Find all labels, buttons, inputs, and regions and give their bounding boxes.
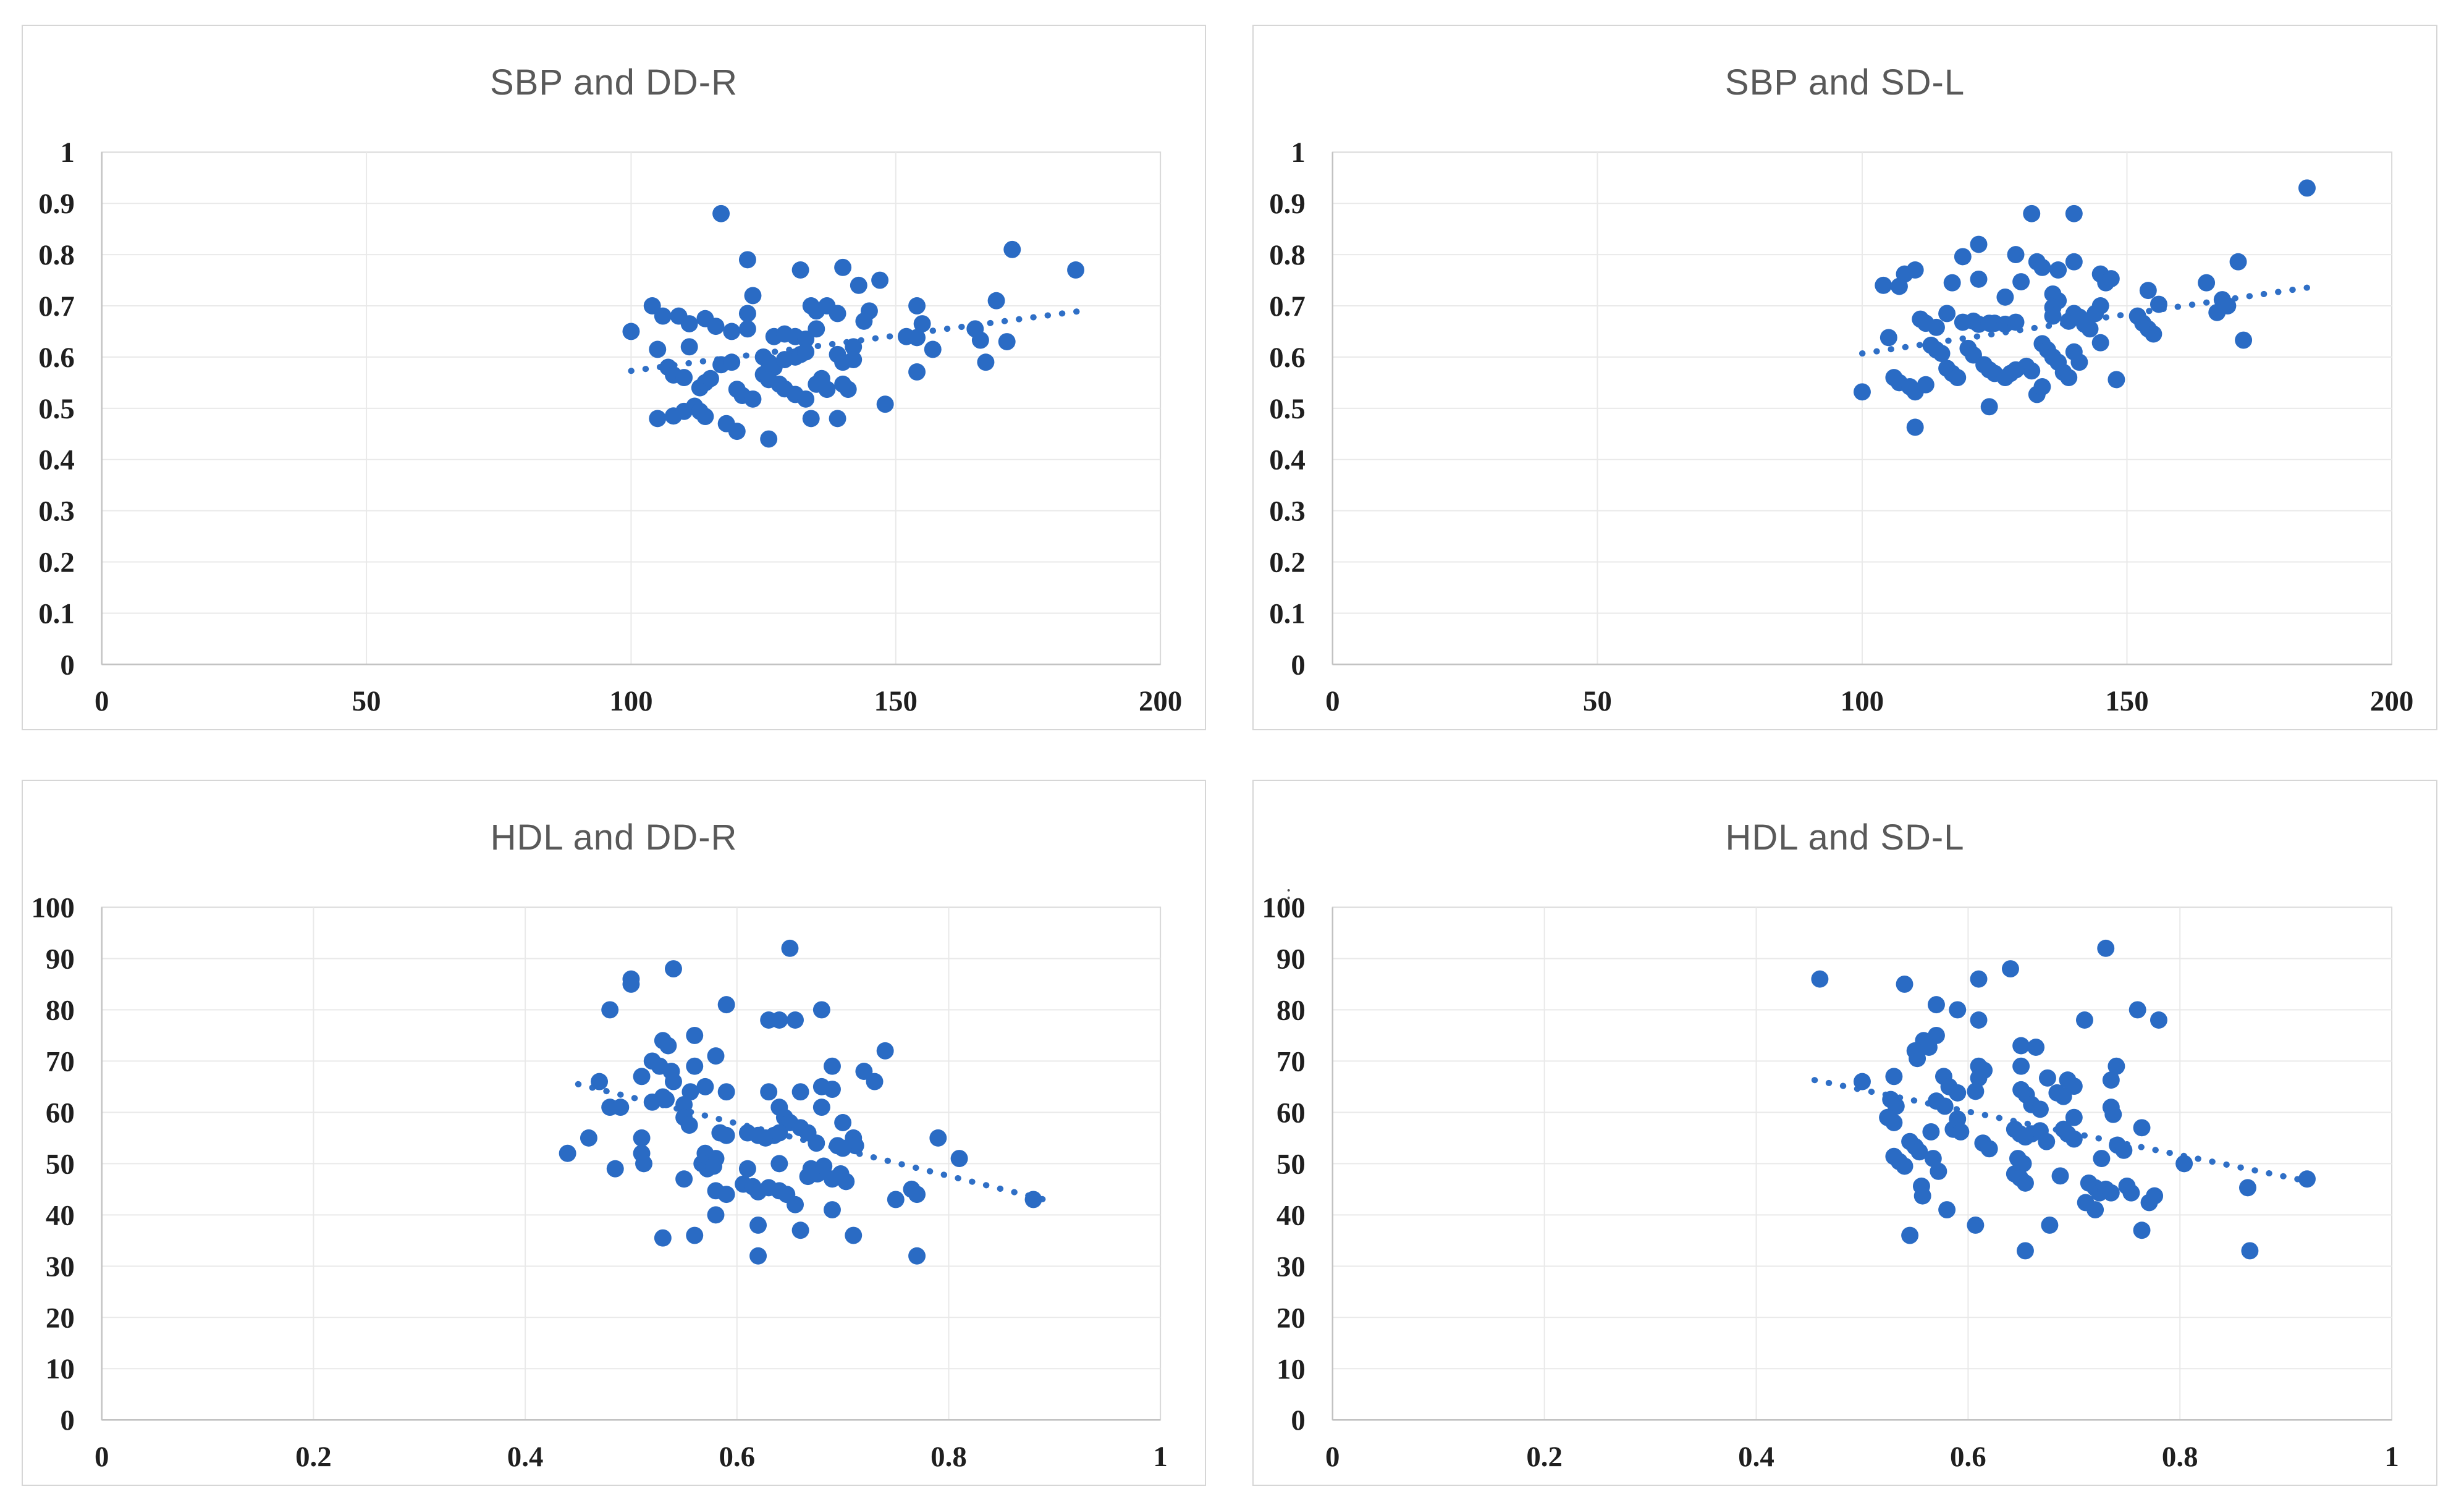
svg-text:20: 20 — [1276, 1302, 1306, 1334]
scatter-plot-sbp-sd-l: 0 0.1 0.2 0.3 0.4 0.5 0.6 0.7 0.8 0.9 1 0 50 100 150 20… — [1269, 137, 2413, 717]
svg-text:1: 1 — [60, 137, 74, 169]
svg-text:90: 90 — [46, 943, 75, 975]
svg-text:0.5: 0.5 — [38, 393, 75, 425]
svg-text:0.9: 0.9 — [1269, 188, 1306, 220]
svg-text:1: 1 — [1153, 1441, 1167, 1473]
svg-text:0: 0 — [95, 1441, 109, 1473]
chart-card-hdl-sd-l: HDL and SD-L : 0 10 20 30 40 50 60 70 80 90 100 0 0.… — [1252, 780, 2437, 1486]
svg-text:0.6: 0.6 — [1269, 342, 1306, 374]
svg-text:200: 200 — [2370, 685, 2413, 717]
svg-text:30: 30 — [46, 1251, 75, 1283]
svg-text:200: 200 — [1139, 685, 1182, 717]
svg-text:0.7: 0.7 — [38, 290, 75, 323]
svg-text:0.1: 0.1 — [1269, 597, 1306, 630]
svg-text:0: 0 — [60, 1404, 74, 1436]
chart-title-hdl-dd-r: HDL and DD-R — [490, 817, 738, 858]
svg-text:0.2: 0.2 — [1269, 547, 1306, 579]
svg-text:0: 0 — [1291, 649, 1305, 681]
svg-text:0.6: 0.6 — [38, 342, 75, 374]
svg-text:150: 150 — [874, 685, 918, 717]
svg-text:1: 1 — [1291, 137, 1305, 169]
svg-text:0: 0 — [60, 649, 74, 681]
svg-text:0: 0 — [1291, 1404, 1305, 1436]
svg-text:80: 80 — [46, 994, 75, 1026]
scatter-plot-sbp-dd-r: 0 0.1 0.2 0.3 0.4 0.5 0.6 0.7 0.8 0.9 1 0 50 100 150 20… — [38, 137, 1182, 717]
svg-text:0: 0 — [1325, 685, 1340, 717]
svg-text:60: 60 — [1276, 1097, 1306, 1129]
svg-text:50: 50 — [1583, 685, 1612, 717]
svg-text:0.2: 0.2 — [38, 547, 75, 579]
svg-text:0.8: 0.8 — [38, 239, 75, 271]
svg-text:0.4: 0.4 — [507, 1441, 544, 1473]
stray-scan-mark: : — [1286, 881, 1292, 904]
svg-text:0.6: 0.6 — [1950, 1441, 1986, 1473]
scatter-plot-hdl-sd-l: 0 10 20 30 40 50 60 70 80 90 100 0 0.2 0.4 0.6 0.8 1 — [1262, 892, 2399, 1473]
svg-text:100: 100 — [1841, 685, 1884, 717]
svg-text:70: 70 — [1276, 1045, 1306, 1078]
chart-card-hdl-dd-r: HDL and DD-R 0 10 20 30 40 50 60 70 80 90 100 0 0.2 0… — [22, 780, 1206, 1486]
svg-text:40: 40 — [1276, 1199, 1306, 1231]
svg-text:0.4: 0.4 — [1269, 444, 1306, 476]
svg-text:0.3: 0.3 — [1269, 496, 1306, 528]
svg-text:0.2: 0.2 — [1526, 1441, 1563, 1473]
svg-text:50: 50 — [46, 1148, 75, 1180]
svg-text:40: 40 — [46, 1199, 75, 1231]
svg-text:70: 70 — [46, 1045, 75, 1078]
svg-text:0.3: 0.3 — [38, 496, 75, 528]
chart-title-sbp-sd-l: SBP and SD-L — [1724, 62, 1965, 103]
svg-text:0.8: 0.8 — [930, 1441, 967, 1473]
svg-text:150: 150 — [2105, 685, 2148, 717]
svg-text:0.5: 0.5 — [1269, 393, 1306, 425]
svg-text:30: 30 — [1276, 1251, 1306, 1283]
svg-text:0.7: 0.7 — [1269, 290, 1306, 323]
svg-text:10: 10 — [1276, 1353, 1306, 1385]
svg-text:0.9: 0.9 — [38, 188, 75, 220]
svg-text:0.4: 0.4 — [1738, 1441, 1774, 1473]
svg-text:50: 50 — [1276, 1148, 1306, 1180]
svg-text:0.8: 0.8 — [1269, 239, 1306, 271]
svg-text:1: 1 — [2384, 1441, 2399, 1473]
chart-title-hdl-sd-l: HDL and SD-L — [1725, 817, 1965, 858]
svg-text:100: 100 — [609, 685, 652, 717]
svg-text:50: 50 — [352, 685, 381, 717]
svg-text:0.2: 0.2 — [295, 1441, 332, 1473]
svg-text:0: 0 — [1325, 1441, 1340, 1473]
chart-card-sbp-dd-r: SBP and DD-R 0 0.1 0.2 0.3 0.4 0.5 0.6 0.7 0.8 0.… — [22, 25, 1206, 730]
svg-text:0.4: 0.4 — [38, 444, 75, 476]
svg-text:0.6: 0.6 — [719, 1441, 755, 1473]
svg-text:0.1: 0.1 — [38, 597, 75, 630]
svg-text:90: 90 — [1276, 943, 1306, 975]
svg-text:80: 80 — [1276, 994, 1306, 1026]
svg-text:100: 100 — [1262, 892, 1305, 924]
chart-title-sbp-dd-r: SBP and DD-R — [490, 62, 738, 103]
svg-text:20: 20 — [46, 1302, 75, 1334]
scatter-plot-hdl-dd-r: 0 10 20 30 40 50 60 70 80 90 100 0 0.2 0.4 0.6 0.8 1 — [31, 892, 1167, 1473]
svg-text:0.8: 0.8 — [2162, 1441, 2198, 1473]
svg-text:100: 100 — [31, 892, 74, 924]
svg-text:0: 0 — [95, 685, 109, 717]
chart-card-sbp-sd-l: SBP and SD-L 0 0.1 0.2 0.3 0.4 0.5 0.6 0.7 0.8 0.… — [1252, 25, 2437, 730]
svg-text:10: 10 — [46, 1353, 75, 1385]
svg-text:60: 60 — [46, 1097, 75, 1129]
